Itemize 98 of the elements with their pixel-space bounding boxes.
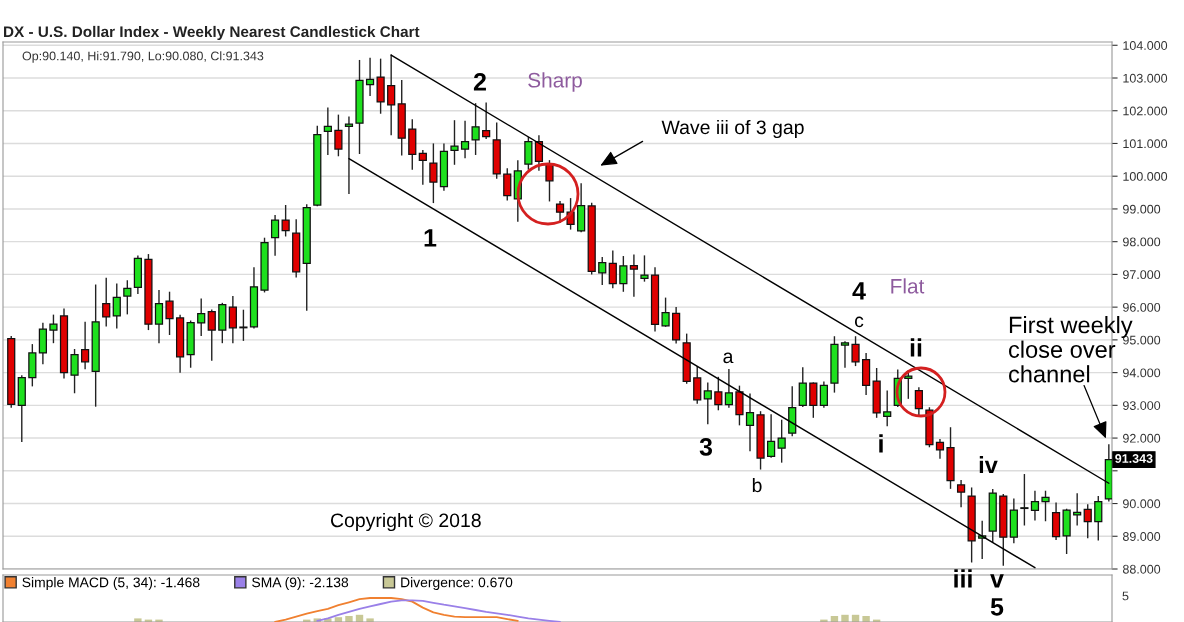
candlestick [270,215,280,256]
candlestick [1041,490,1050,522]
annotation: b [752,477,762,493]
candlestick [418,149,427,185]
y-tick-label: 104.000 [1123,41,1168,50]
annotation: Flat [891,278,925,294]
annotation: 5 [990,598,1004,616]
candlestick [693,366,702,404]
candlestick [387,54,396,136]
candlestick [81,321,90,370]
candlestick [207,309,216,361]
annotation: Wave iii of 3 gap [661,119,804,139]
candlestick [629,254,639,297]
candlestick [1094,495,1103,541]
candlestick [429,143,438,204]
candlestick [460,120,470,159]
candlestick [534,135,544,171]
legend-label: SMA (9): -2.138 [252,577,349,591]
text: iii [954,569,972,588]
legend-label: Divergence: 0.670 [401,577,513,591]
annotation: 2 [473,73,486,91]
candlestick [883,390,892,427]
y-tick-label: 100.000 [1123,172,1168,181]
y-tick-label: 88.000 [1122,564,1161,574]
y-tick-label: 89.000 [1122,532,1161,541]
y-tick-label: 101.000 [1123,139,1168,149]
candlestick [49,314,58,344]
candlestick [619,256,628,292]
candlestick [956,479,966,508]
candlestick [1083,504,1092,539]
candlestick [724,368,734,408]
candlestick [503,168,512,201]
candlestick [154,290,164,344]
y-tick-label: 97.000 [1123,270,1161,280]
candlestick [471,103,480,155]
annotation: i [879,434,883,453]
candlestick [714,376,723,411]
candlestick [914,387,923,416]
candlestick [1073,493,1082,526]
annotation: 91.343 [1115,454,1153,463]
y-tick-label: 103.000 [1123,73,1168,83]
legend-label: Simple MACD (5, 34): -1.468 [22,577,200,591]
annotation: Sharp [528,72,582,92]
annotation: iv [979,456,998,474]
annotation: Copyright © 2018 [330,512,481,532]
candlestick [123,280,132,315]
candlestick [165,291,174,335]
candlestick [450,120,459,165]
candlestick [239,309,248,341]
candlestick [323,107,332,155]
candlestick [482,102,491,139]
candlestick [851,336,860,367]
text: v [990,574,1004,588]
candlestick [809,382,818,418]
y-tick-label: 94.000 [1123,368,1161,378]
candlestick [703,382,712,425]
y-tick-label: 99.000 [1123,204,1161,214]
candlestick [197,298,206,336]
candlestick [365,57,375,97]
candlestick [38,322,48,365]
y-tick-label: 102.000 [1123,106,1168,116]
candlestick [1030,490,1040,521]
y-tick-label: 92.000 [1123,433,1161,443]
candlestick [745,393,755,452]
annotation: 4 [852,282,866,300]
candlestick [228,295,237,344]
candlestick [112,283,121,329]
candlestick [661,297,670,327]
candlestick [1051,502,1061,540]
candlestick [777,419,786,463]
y-tick-label: 93.000 [1123,401,1161,410]
candlestick [735,385,744,426]
candlestick [1020,474,1029,526]
annotation: c [854,316,864,328]
annotation: Op:90.140, Hi:91.790, Lo:90.080, Cl:91.343 [22,51,264,63]
annotation: a [723,352,734,364]
candlestick [767,414,776,458]
candlestick [545,160,554,202]
candlestick [935,439,945,459]
candlestick [640,255,649,282]
candlestick [102,277,111,327]
text: 5 [1122,591,1129,601]
annotation: 3 [699,438,713,456]
candlestick [598,257,607,285]
candlestick [819,381,828,408]
candlestick [608,250,617,289]
candlestick [334,114,343,157]
annotation: 1 [424,229,437,247]
candlestick [524,136,533,170]
candlestick [840,341,850,368]
annotation: ii [910,338,922,357]
y-tick-label: 96.000 [1123,302,1161,312]
chart-title: DX - U.S. Dollar Index - Weekly Nearest Candlestick Chart [4,25,420,41]
y-tick-label: 90.000 [1123,499,1161,509]
candlestick [798,367,807,408]
candlestick [70,348,79,394]
candlestick [281,204,290,237]
y-tick-label: 98.000 [1123,237,1161,247]
